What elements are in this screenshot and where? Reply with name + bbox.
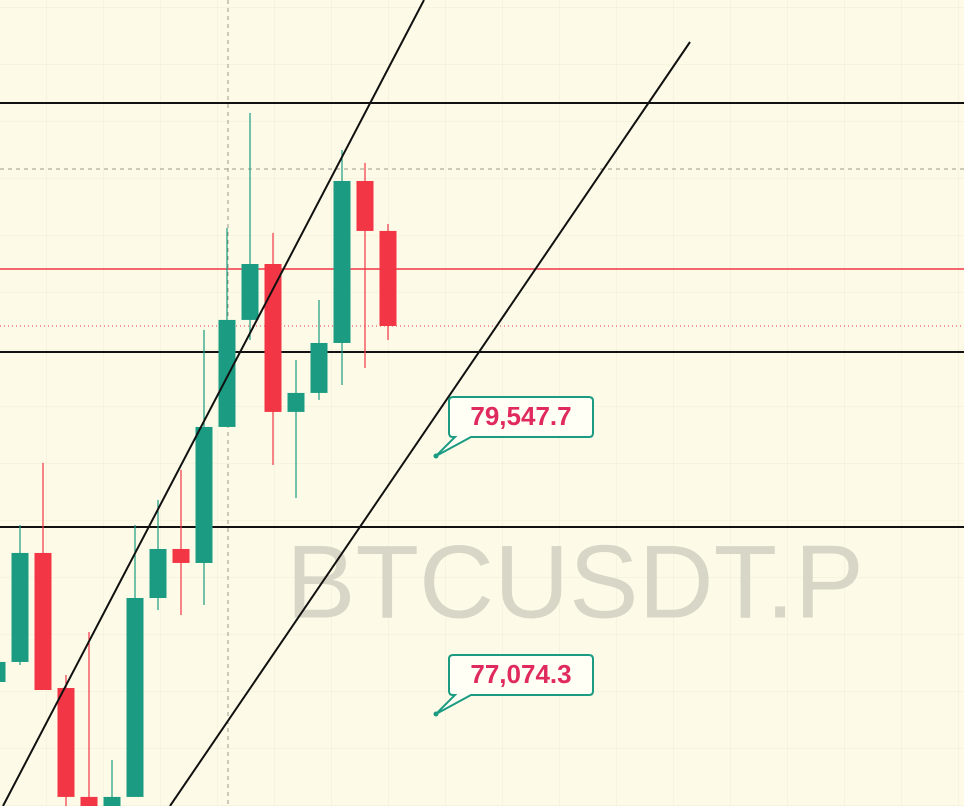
candle-body: [126, 598, 144, 797]
candle-body: [57, 688, 75, 797]
candle-body: [0, 661, 6, 682]
candle-body: [287, 392, 305, 412]
candle-body: [379, 230, 397, 326]
callout-box: [435, 653, 594, 715]
candle-body: [195, 426, 213, 563]
candle-body: [310, 342, 328, 393]
candles: [0, 112, 397, 806]
candle-body: [103, 796, 121, 806]
callout-point: [433, 453, 439, 459]
candle-body: [34, 552, 52, 691]
watermark: BTCUSDT.P: [286, 524, 864, 640]
candle-body: [241, 264, 259, 320]
callout-point: [433, 711, 439, 717]
candle-body: [333, 180, 351, 343]
callout-box: [435, 395, 594, 457]
trend-line: [2, 0, 425, 806]
candle-body: [356, 180, 374, 231]
candle-body: [149, 548, 167, 599]
candle-body: [11, 552, 29, 662]
trend-line: [169, 41, 691, 806]
callout-label: 77,074.3: [470, 659, 571, 689]
candle-body: [264, 264, 282, 412]
candle-body: [218, 319, 236, 427]
callouts: 79,547.7 77,074.3: [433, 395, 594, 717]
candle-body: [172, 548, 190, 563]
candle-body: [80, 796, 98, 806]
callout-label: 79,547.7: [470, 401, 571, 431]
